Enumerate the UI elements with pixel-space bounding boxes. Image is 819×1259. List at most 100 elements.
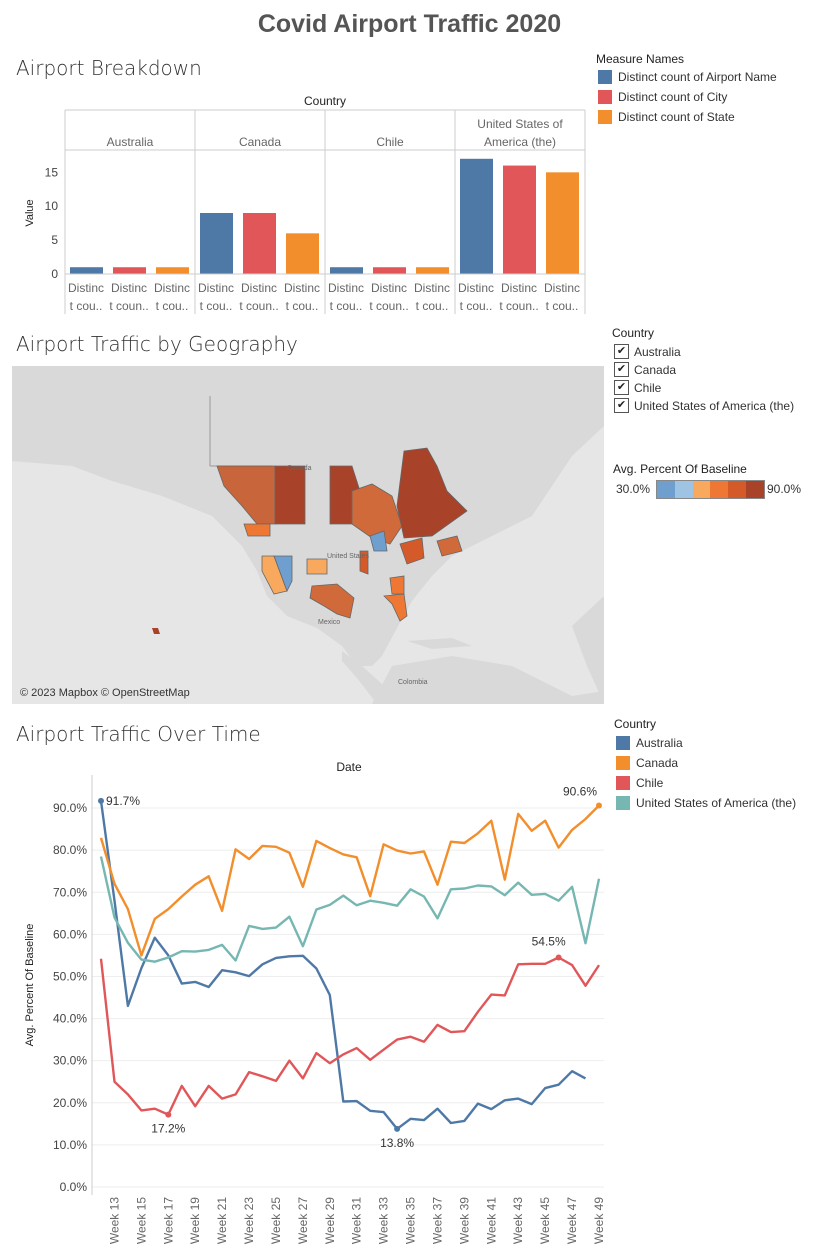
y-tick-label: 10 [45, 199, 59, 213]
region-nevada [273, 555, 293, 593]
y-tick-label: 10.0% [53, 1138, 87, 1152]
y-tick-label: 0 [51, 267, 58, 281]
region-florida [383, 593, 408, 622]
region-hawaii [152, 628, 160, 634]
x-tick-label: Distinc [111, 281, 147, 295]
region-texas [309, 583, 355, 619]
state-swatch [598, 110, 612, 124]
color-ramp [656, 480, 765, 499]
filter-item-usa[interactable]: ✔ United States of America (the) [614, 398, 814, 414]
y-tick-label: 40.0% [53, 1012, 87, 1026]
traffic-over-time-chart[interactable]: Date Avg. Percent Of Baseline 0.0% 10.0% 20.… [0, 755, 610, 1259]
color-legend-title: Avg. Percent Of Baseline [613, 462, 747, 476]
annotation-label: 54.5% [532, 935, 566, 949]
filter-label: United States of America (the) [634, 399, 795, 413]
checkbox-usa[interactable]: ✔ [614, 398, 629, 413]
line-y-label: Avg. Percent Of Baseline [24, 924, 36, 1047]
region-alberta [274, 465, 306, 525]
x-tick-label: Week 47 [565, 1197, 579, 1244]
annotation-point [165, 1111, 172, 1118]
legend-label: Distinct count of Airport Name [618, 70, 777, 84]
x-tick-label: Distinc [198, 281, 234, 295]
legend-label: Distinct count of City [618, 90, 728, 104]
legend-label: United States of America (the) [636, 796, 797, 810]
x-tick-label: t cou.. [200, 299, 233, 313]
country-filter-title: Country [612, 326, 655, 340]
pane-label: Chile [376, 135, 404, 149]
filter-label: Canada [634, 363, 677, 377]
map-label-us: United States [327, 553, 370, 560]
region-washington [243, 523, 271, 537]
annotation-label: 13.8% [380, 1136, 414, 1150]
x-tick-label: Distinc [241, 281, 277, 295]
central-america-land [342, 651, 392, 704]
x-tick-label: Week 39 [457, 1197, 471, 1244]
bar-header: Country [304, 94, 346, 108]
map-label-canada: Canada [287, 465, 312, 472]
map-label-colombia: Colombia [398, 679, 428, 686]
annotation-point [98, 797, 104, 804]
north-america-land [12, 366, 604, 666]
x-tick-label: t cou.. [330, 299, 363, 313]
y-tick-label: 20.0% [53, 1096, 87, 1110]
region-michigan [369, 530, 388, 552]
x-tick-label: Week 23 [242, 1197, 256, 1244]
color-legend-max: 90.0% [767, 482, 802, 496]
bar [286, 233, 319, 274]
x-tick-label: Week 33 [377, 1197, 391, 1244]
right-land [572, 596, 604, 704]
annotation-label: 91.7% [106, 794, 140, 808]
city-swatch [598, 90, 612, 104]
series-line-chile [99, 956, 601, 1116]
region-northeast [399, 537, 425, 565]
y-tick-label: 70.0% [53, 885, 87, 899]
y-tick-label: 90.0% [53, 801, 87, 815]
airport-breakdown-chart[interactable]: Country Value 0 5 10 15 Australia Distinc t cou.… [0, 88, 600, 320]
x-tick-label: t cou.. [546, 299, 579, 313]
time-title: Airport Traffic Over Time [16, 722, 261, 746]
filter-item-chile[interactable]: ✔ Chile [614, 380, 814, 396]
x-tick-label: t coun.. [369, 299, 408, 313]
region-illinois [359, 550, 369, 575]
y-tick-label: 15 [45, 165, 59, 179]
filter-item-canada[interactable]: ✔ Canada [614, 362, 814, 378]
map-credit[interactable]: © 2023 Mapbox © OpenStreetMap [20, 687, 190, 699]
y-tick-label: 30.0% [53, 1054, 87, 1068]
x-tick-label: t coun.. [499, 299, 538, 313]
x-tick-label: t cou.. [286, 299, 319, 313]
filter-label: Chile [634, 381, 662, 395]
x-tick-label: Distinc [68, 281, 104, 295]
region-maritimes [436, 535, 463, 557]
region-georgia [389, 575, 405, 595]
checkbox-chile[interactable]: ✔ [614, 380, 629, 395]
x-tick-label: t cou.. [460, 299, 493, 313]
legend-label: Australia [636, 736, 683, 750]
line-header: Date [336, 760, 362, 774]
color-ramp-step [657, 481, 675, 498]
annotation-label: 17.2% [151, 1122, 185, 1136]
pane-label: Australia [107, 135, 154, 149]
checkbox-canada[interactable]: ✔ [614, 362, 629, 377]
bar [243, 213, 276, 274]
bar [330, 267, 363, 274]
color-ramp-step [674, 481, 693, 498]
checkbox-australia[interactable]: ✔ [614, 344, 629, 359]
x-tick-label: Week 15 [134, 1197, 148, 1244]
dashboard-title: Covid Airport Traffic 2020 [257, 10, 562, 38]
region-california [261, 555, 288, 595]
map-label-mexico: Mexico [318, 619, 340, 626]
x-tick-label: Distinc [328, 281, 364, 295]
color-ramp-step [728, 481, 747, 498]
bar [373, 267, 406, 274]
traffic-map[interactable]: Canada United States Mexico Colombia © 2… [12, 366, 604, 704]
map-canvas[interactable]: Canada United States Mexico Colombia [12, 366, 604, 704]
region-colorado [306, 558, 328, 575]
country-filter: Country ✔ Australia ✔ Canada ✔ Chile ✔ U… [612, 326, 817, 418]
bar [416, 267, 449, 274]
filter-item-australia[interactable]: ✔ Australia [614, 344, 814, 360]
measure-legend-title: Measure Names [596, 52, 685, 66]
x-tick-label: Distinc [501, 281, 537, 295]
bar [546, 172, 579, 274]
series-line-australia [99, 800, 587, 1131]
pane-label: Canada [239, 135, 281, 149]
